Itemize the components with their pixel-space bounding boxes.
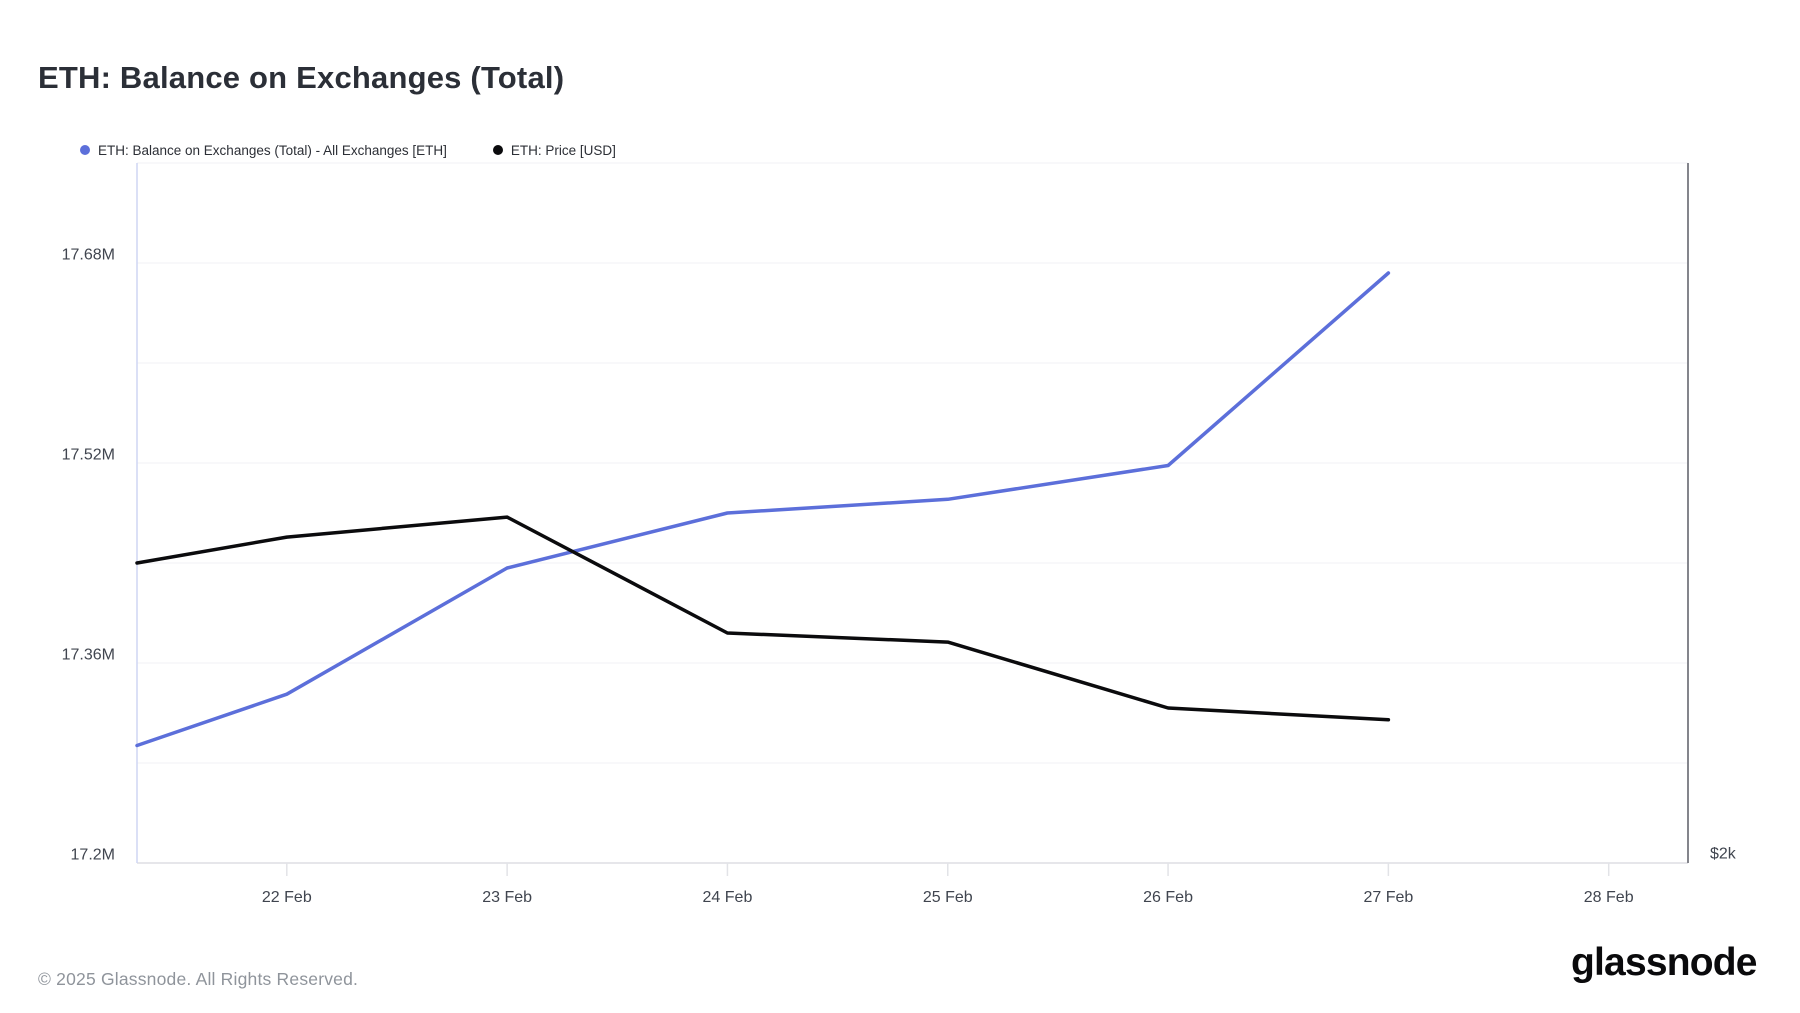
legend-dot-price-icon — [492, 145, 503, 155]
y-axis-tick-label: 17.68M — [61, 246, 115, 264]
x-axis-tick-label: 28 Feb — [1583, 889, 1634, 906]
y-axis-right-tick-label: $2k — [1710, 845, 1736, 863]
x-axis-tick-label: 24 Feb — [702, 889, 753, 906]
y-axis-tick-label: 17.36M — [61, 646, 115, 664]
legend-item-balance[interactable]: ETH: Balance on Exchanges (Total) - All … — [80, 143, 447, 158]
glassnode-logo: glassnode — [1571, 941, 1757, 984]
y-axis-tick-label: 17.2M — [70, 846, 115, 864]
series-line-balance — [135, 271, 1391, 748]
legend-dot-balance-icon — [80, 145, 90, 155]
x-axis-tick-label: 23 Feb — [482, 889, 533, 906]
y-axis-tick-label: 17.52M — [61, 446, 115, 464]
series-line-price — [135, 515, 1391, 722]
x-axis-tick-label: 26 Feb — [1143, 889, 1193, 906]
x-axis-tick-label: 27 Feb — [1363, 889, 1414, 906]
legend-item-price[interactable]: ETH: Price [USD] — [492, 142, 616, 158]
page-title: ETH: Balance on Exchanges (Total) — [38, 60, 565, 95]
x-axis-tick-label: 25 Feb — [922, 889, 973, 906]
legend-label-balance: ETH: Balance on Exchanges (Total) - All … — [98, 142, 447, 158]
legend-label-price: ETH: Price [USD] — [510, 142, 616, 158]
x-axis-tick-label: 22 Feb — [261, 889, 312, 906]
chart-legend: ETH: Balance on Exchanges (Total) - All … — [80, 140, 616, 160]
copyright-text: © 2025 Glassnode. All Rights Reserved. — [38, 969, 359, 989]
